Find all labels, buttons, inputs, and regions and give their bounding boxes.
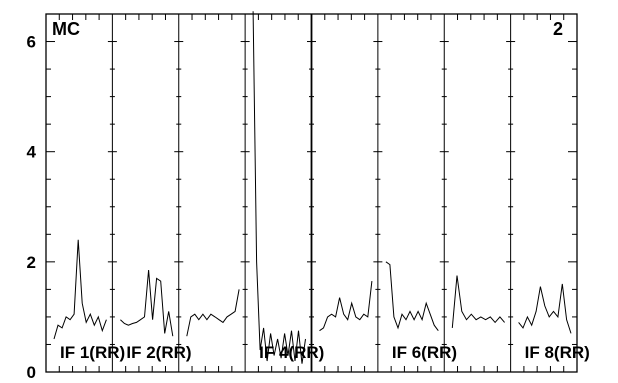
corner-label-right: 2 — [553, 19, 563, 39]
series-line — [451, 275, 505, 328]
axis-ticks — [46, 14, 577, 373]
corner-label-left: MC — [52, 19, 80, 39]
panel-labels: IF 1(RR) IF 2(RR) IF 4(RR) IF 6(RR) IF 8(RR) — [60, 343, 590, 362]
series-line — [252, 11, 306, 364]
series-line — [319, 281, 373, 332]
series-line — [120, 270, 174, 337]
panel-label: IF 2(RR) — [126, 343, 191, 362]
y-tick-label: 0 — [27, 363, 36, 382]
series-line — [186, 289, 240, 337]
panel-label: IF 4(RR) — [259, 343, 324, 362]
series-line — [53, 239, 107, 340]
y-tick-label: 2 — [27, 253, 36, 272]
series-line — [518, 283, 572, 334]
series-line — [385, 261, 439, 331]
y-tick-labels: 0 2 4 6 — [27, 33, 37, 382]
panel-label: IF 8(RR) — [525, 343, 590, 362]
panel-label: IF 6(RR) — [392, 343, 457, 362]
series-lines — [53, 11, 572, 364]
y-tick-label: 6 — [27, 33, 36, 52]
panel-dividers — [111, 14, 512, 372]
y-tick-label: 4 — [27, 143, 37, 162]
panel-label: IF 1(RR) — [60, 343, 125, 362]
